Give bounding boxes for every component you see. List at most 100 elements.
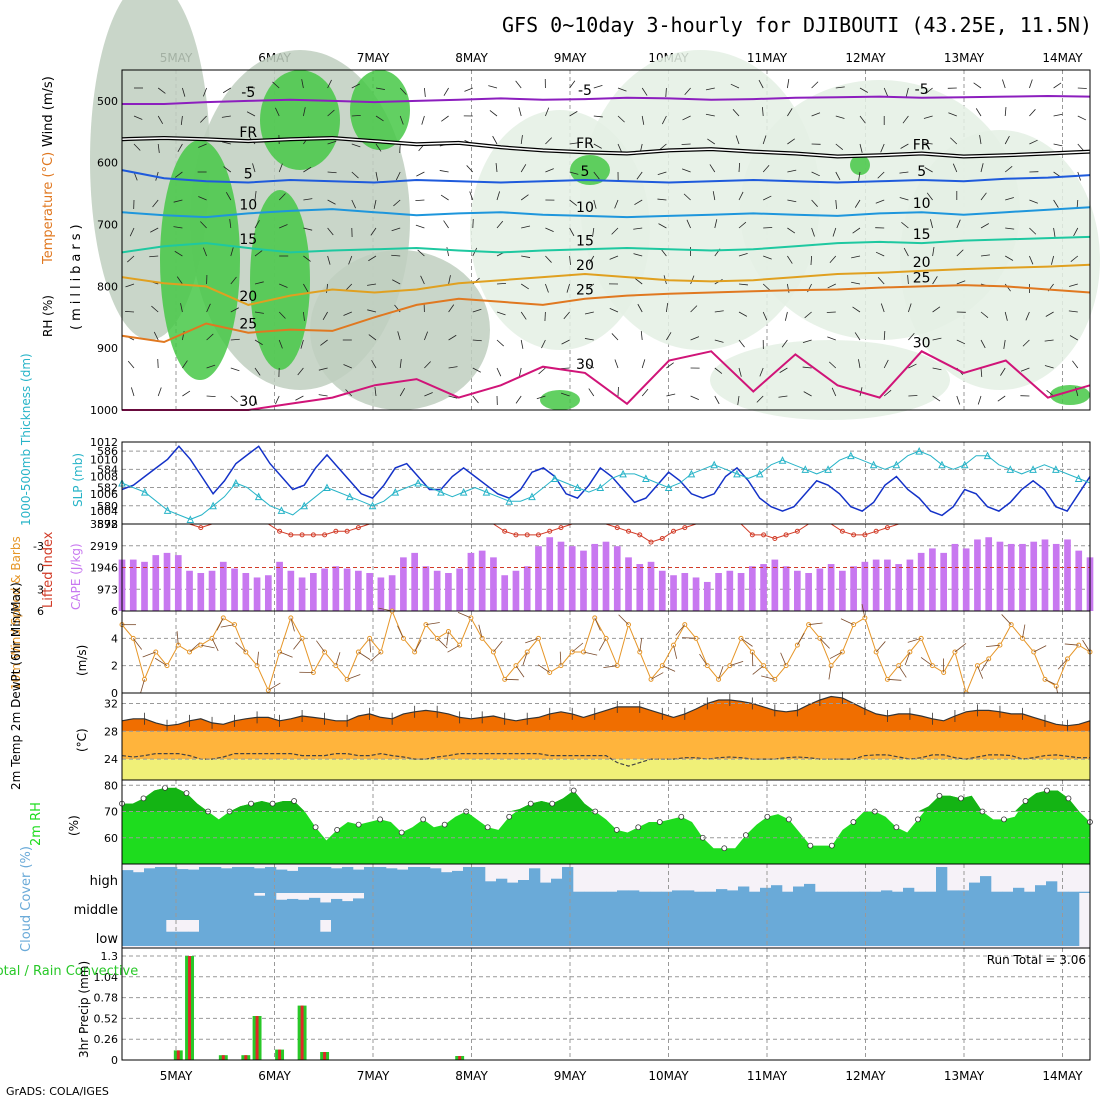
rh-shade (570, 155, 610, 185)
cloud-bar-low (441, 920, 453, 946)
wind-barb (1004, 283, 1011, 292)
wind-barb (787, 283, 790, 293)
wind-barb (1068, 310, 1078, 313)
wind-barb (905, 87, 909, 97)
wind-barb (973, 82, 982, 89)
y-tick-label: 80 (104, 779, 118, 792)
wind-barb (778, 395, 788, 398)
wind-barb (153, 331, 159, 341)
thickness-point (915, 446, 923, 455)
wind-barb (657, 198, 667, 201)
thickness-point (642, 474, 650, 482)
temp-area (122, 696, 1090, 732)
wind-barb (496, 311, 506, 316)
wind-barb (278, 193, 286, 201)
cloud-bar-high (254, 868, 266, 893)
cape-bar (670, 575, 677, 611)
wind-barb (348, 255, 353, 265)
wind-barb (714, 367, 723, 374)
wind10-barb (797, 632, 805, 646)
wind-barb (371, 360, 377, 369)
cloud-bar-middle (870, 893, 882, 920)
cloud-bar-high (507, 882, 519, 893)
wind10-barb (1033, 645, 1047, 653)
wind10-barb (828, 665, 832, 680)
wind-barb (150, 227, 159, 233)
cloud-bar-low (155, 920, 167, 946)
cape-bar (433, 570, 441, 611)
freezing-line-inner (121, 137, 1091, 158)
wind-barb (180, 115, 183, 125)
cape-bar (388, 575, 396, 611)
cloud-bar-middle (287, 898, 299, 920)
cloud-bar-low (375, 920, 387, 946)
cape-bar (1041, 539, 1049, 611)
wind-barb (520, 311, 527, 320)
wind-barb (854, 332, 861, 341)
thickness-label: 1000-500mb Thickness (dm) (19, 353, 33, 526)
wind-barb (1005, 197, 1014, 201)
cloud-bar-middle (474, 893, 486, 920)
cape-bar (1075, 550, 1083, 611)
cloud-bar-low (650, 920, 662, 946)
wind-barb (200, 221, 207, 229)
cape-bar (737, 572, 745, 611)
li-point (783, 532, 789, 538)
wind-barb (636, 171, 643, 180)
cloud-bar-high (628, 890, 640, 893)
wind-barb (393, 199, 401, 207)
cape-bar (1064, 539, 1071, 611)
y-tick-label: 584 (97, 463, 118, 476)
cloud-bar-middle (694, 893, 706, 920)
cape-bar (827, 564, 835, 611)
wind-barb (686, 219, 691, 229)
wind-barb (682, 115, 691, 121)
wind-barb (375, 87, 385, 90)
wind-barb (301, 79, 304, 89)
wind-barb (1029, 255, 1034, 265)
wind-barb (811, 227, 815, 237)
wind-barb (714, 219, 718, 229)
wind-barb (545, 137, 553, 145)
thickness-point (983, 451, 992, 460)
isotherm-label: FR (913, 137, 931, 153)
cape-bar (219, 561, 227, 611)
wind-barb (152, 199, 159, 208)
cloud-bar-high (749, 891, 761, 893)
cloud-bar-low (529, 920, 541, 946)
cloud-bar-high (1002, 891, 1014, 893)
cape-bar (850, 566, 857, 611)
wind-barb (980, 223, 989, 229)
wind-barb (275, 395, 280, 405)
cape-bar (681, 572, 689, 611)
li-point (839, 528, 845, 534)
cloud-bar-high (771, 885, 783, 893)
cloud-bar-low (199, 920, 211, 946)
wind-barb (634, 278, 643, 285)
cloud-bar-high (672, 890, 684, 893)
cloud-bar-high (562, 867, 574, 893)
li-tick-label: 3 (37, 583, 44, 596)
wind-barb (787, 108, 793, 117)
cloud-bar-low (1002, 920, 1014, 946)
wind-barb (832, 227, 837, 237)
thickness-point (733, 469, 741, 478)
wind-barb (496, 220, 504, 229)
isotherm-label: 30 (239, 394, 257, 410)
wind-barb (666, 362, 674, 369)
cloud-bar-high (606, 891, 618, 893)
wind-barb (421, 115, 425, 125)
thickness-point (345, 492, 354, 501)
wind-barb (738, 339, 745, 348)
cloud-bar-middle (815, 893, 827, 920)
cloud-bar-low (496, 920, 508, 946)
panel-frame (121, 947, 1091, 1061)
wind-barb (810, 255, 812, 266)
wind-barb (950, 137, 958, 145)
wind-barb (367, 309, 377, 313)
temp2m-panel: 24 28 32 (104, 691, 1091, 781)
thickness-point (573, 483, 582, 492)
wind-barb (157, 387, 162, 397)
cloud-bar-high (1035, 885, 1047, 893)
cloud-bar-middle (1068, 893, 1080, 920)
